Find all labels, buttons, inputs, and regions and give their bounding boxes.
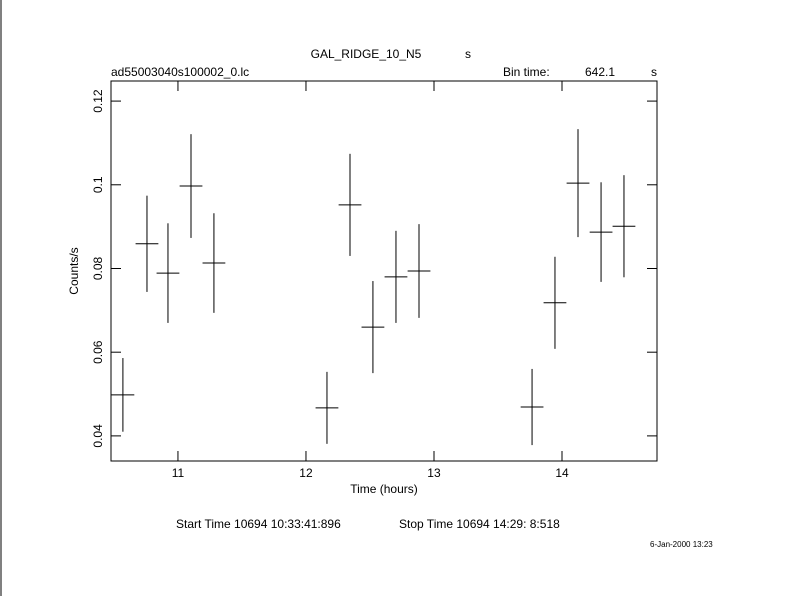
chart-title: GAL_RIDGE_10_N5	[311, 47, 422, 61]
bin-time-label: Bin time:	[503, 65, 550, 79]
y-tick-label: 0.12	[91, 89, 105, 113]
plot-frame	[110, 80, 658, 462]
y-tick-label: 0.06	[91, 340, 105, 364]
y-tick-label: 0.1	[91, 176, 105, 193]
x-axis-label: Time (hours)	[350, 482, 418, 496]
x-tick-label: 14	[555, 466, 569, 480]
bin-time: 642.1	[585, 65, 615, 79]
y-tick-label: 0.08	[91, 256, 105, 280]
title-unit: s	[465, 47, 471, 61]
timestamp: 6-Jan-2000 13:23	[650, 540, 713, 549]
y-axis-label: Counts/s	[67, 247, 81, 294]
y-tick-label: 0.04	[91, 424, 105, 448]
file-name: ad55003040s100002_0.lc	[111, 65, 249, 79]
x-tick-label: 12	[299, 466, 313, 480]
x-tick-label: 13	[427, 466, 441, 480]
stop-time: Stop Time 10694 14:29: 8:518	[399, 517, 560, 531]
bin-time-unit: s	[651, 65, 657, 79]
x-tick-label: 11	[172, 466, 185, 480]
start-time: Start Time 10694 10:33:41:896	[176, 517, 341, 531]
